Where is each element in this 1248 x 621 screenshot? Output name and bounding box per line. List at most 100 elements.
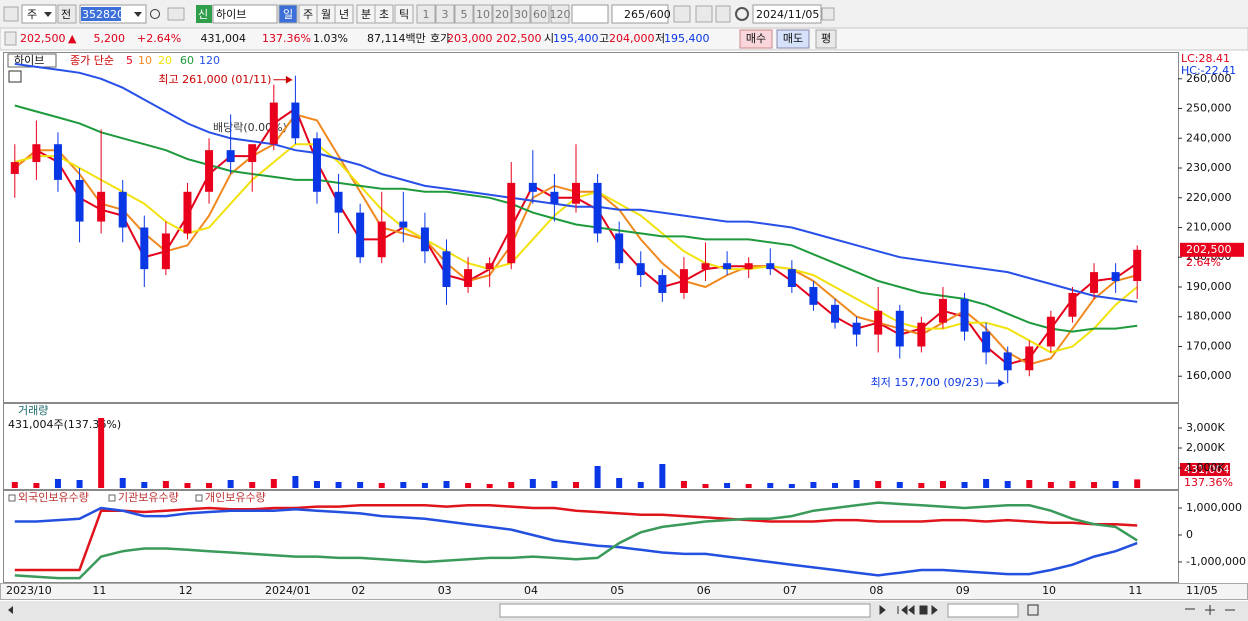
multiplier-button[interactable] [550, 4, 570, 24]
high-arrow [273, 75, 294, 84]
multiplier-label: 20 [495, 8, 509, 21]
zoom-slider[interactable] [947, 603, 1019, 618]
empty-select[interactable] [571, 4, 609, 24]
multiplier-button[interactable] [454, 4, 474, 24]
multiplier-button[interactable] [435, 4, 455, 24]
count-box[interactable] [611, 4, 669, 24]
period-select[interactable] [21, 4, 57, 24]
multiplier-button[interactable] [473, 4, 493, 24]
candle-body [723, 263, 732, 270]
tool-icon[interactable] [695, 5, 713, 23]
candle-body [917, 322, 926, 347]
volume-bar [54, 479, 61, 488]
legend-entry: 10 [138, 54, 152, 67]
multiplier-button[interactable] [511, 4, 531, 24]
legend-marker [8, 494, 16, 502]
interval-label: 분 [361, 8, 371, 21]
view-controls[interactable] [1027, 604, 1235, 616]
interval-button[interactable] [334, 4, 354, 24]
price-title: 하이브 [14, 53, 44, 67]
search-icon[interactable] [150, 9, 160, 19]
candle-body [1025, 346, 1034, 371]
buy-button[interactable] [739, 29, 773, 49]
open-label: 시 [544, 32, 554, 45]
quote-icon [4, 31, 17, 46]
settings-icon[interactable] [735, 7, 749, 21]
scroll-left[interactable] [8, 606, 13, 614]
y-tick-label: 210,000 [1186, 221, 1232, 234]
volume-bar [335, 482, 342, 488]
save-icon[interactable] [715, 5, 731, 23]
multiplier-button[interactable] [492, 4, 512, 24]
quote-bar-bg [0, 27, 1248, 51]
y-tick-label: 2,000K [1186, 441, 1225, 454]
code-selection [81, 7, 121, 21]
candle-body [550, 191, 559, 204]
multiplier-button[interactable] [416, 4, 436, 24]
candle-body [183, 191, 192, 234]
candle-body [399, 221, 408, 228]
interval-button[interactable] [278, 4, 298, 24]
calendar-icon[interactable] [821, 7, 835, 21]
multiplier-label: 10 [476, 8, 490, 21]
candle-body [226, 150, 235, 163]
candle-body [507, 182, 516, 264]
volume-subtitle: 431,004주(137.36%) [8, 418, 121, 431]
legend-entry: 개인보유수량 [205, 491, 266, 504]
volume-bar [810, 482, 817, 488]
volume-bar [896, 482, 903, 488]
tool-icon[interactable] [673, 5, 691, 23]
avg-button[interactable] [815, 29, 837, 49]
legend-entry: 120 [199, 54, 220, 67]
multiplier-label: 3 [442, 8, 449, 21]
scroll-controls[interactable] [879, 604, 938, 616]
volume-bar [184, 483, 191, 488]
volume-bar [249, 482, 256, 488]
name-box[interactable] [212, 4, 278, 24]
volume-bar [33, 483, 40, 488]
high: 204,000 [609, 32, 655, 45]
interval-button[interactable] [394, 4, 414, 24]
y-tick-label: 3,000K [1186, 421, 1225, 434]
y-tick-label: 220,000 [1186, 191, 1232, 204]
candle-body [32, 144, 41, 163]
scroll-thumb[interactable] [499, 603, 871, 618]
prev-button[interactable] [57, 4, 77, 24]
sound-icon[interactable] [167, 7, 185, 21]
change: 5,200 [94, 32, 126, 45]
prev-label: 전 [61, 8, 71, 21]
volume-current-ratio: 137.36% [1184, 476, 1233, 489]
x-tick-label: 07 [783, 584, 797, 597]
volume-bar [465, 483, 472, 488]
candle-body [10, 162, 19, 174]
sell-label: 매도 [783, 32, 803, 45]
volume-bar [918, 483, 925, 488]
interval-label: 년 [339, 8, 349, 21]
legend-marker [195, 494, 203, 502]
volume-current-box [1180, 463, 1230, 476]
interval-label: 월 [321, 8, 331, 21]
x-tick-label: 11 [92, 584, 106, 597]
current-price-label: 202,500 [1186, 243, 1232, 256]
legend-entry: 기관보유수량 [118, 491, 179, 504]
avg-label: 평 [821, 32, 831, 45]
multiplier-label: 60 [533, 8, 547, 21]
volume-bar [875, 481, 882, 488]
date-box[interactable] [752, 4, 822, 24]
menu-icon[interactable] [3, 6, 19, 22]
low-label: 저 [655, 32, 665, 45]
candle-body [679, 269, 688, 293]
candle-body [140, 227, 149, 270]
grid-icon[interactable] [8, 70, 22, 83]
candle-body [118, 191, 127, 228]
x-tick-label: 09 [956, 584, 970, 597]
candle-body [53, 144, 62, 180]
y-tick-label: 0 [1186, 528, 1193, 541]
volume-bar [421, 483, 428, 488]
sell-button[interactable] [776, 29, 810, 49]
candle-body [1068, 292, 1077, 317]
interval-button[interactable] [374, 4, 394, 24]
multiplier-button[interactable] [530, 4, 550, 24]
y-tick-label: 240,000 [1186, 131, 1232, 144]
